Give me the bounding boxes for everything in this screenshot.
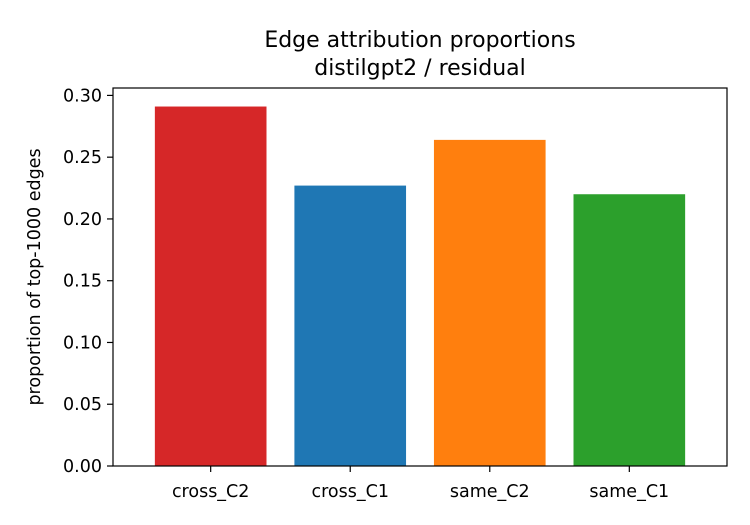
bar-same_C2 bbox=[433, 139, 546, 466]
y-tick-label: 0.30 bbox=[63, 86, 102, 106]
bar-same_C1 bbox=[573, 194, 686, 467]
y-tick-label: 0.10 bbox=[63, 333, 102, 353]
plot-frame bbox=[112, 87, 728, 467]
y-tick-label: 0.20 bbox=[63, 210, 102, 230]
y-tick-label: 0.05 bbox=[63, 395, 102, 415]
chart-title: Edge attribution proportions bbox=[264, 28, 575, 53]
y-tick-label: 0.15 bbox=[63, 272, 102, 292]
y-axis-label: proportion of top-1000 edges bbox=[25, 148, 45, 405]
x-tick-label: cross_C2 bbox=[172, 482, 249, 502]
x-axis: cross_C2 cross_C1 same_C2 same_C1 bbox=[172, 466, 669, 502]
bar-cross_C2 bbox=[154, 106, 267, 466]
x-tick-label: same_C2 bbox=[450, 482, 530, 502]
y-axis: 0.00 0.05 0.10 0.15 0.20 0.25 0.30 bbox=[63, 86, 113, 477]
x-tick-label: cross_C1 bbox=[311, 482, 388, 502]
bar-cross_C1 bbox=[294, 185, 407, 466]
chart-subtitle: distilgpt2 / residual bbox=[314, 56, 526, 81]
bars-group bbox=[154, 106, 686, 467]
x-tick-label: same_C1 bbox=[589, 482, 669, 502]
y-tick-label: 0.25 bbox=[63, 148, 102, 168]
y-tick-label: 0.00 bbox=[63, 457, 102, 477]
